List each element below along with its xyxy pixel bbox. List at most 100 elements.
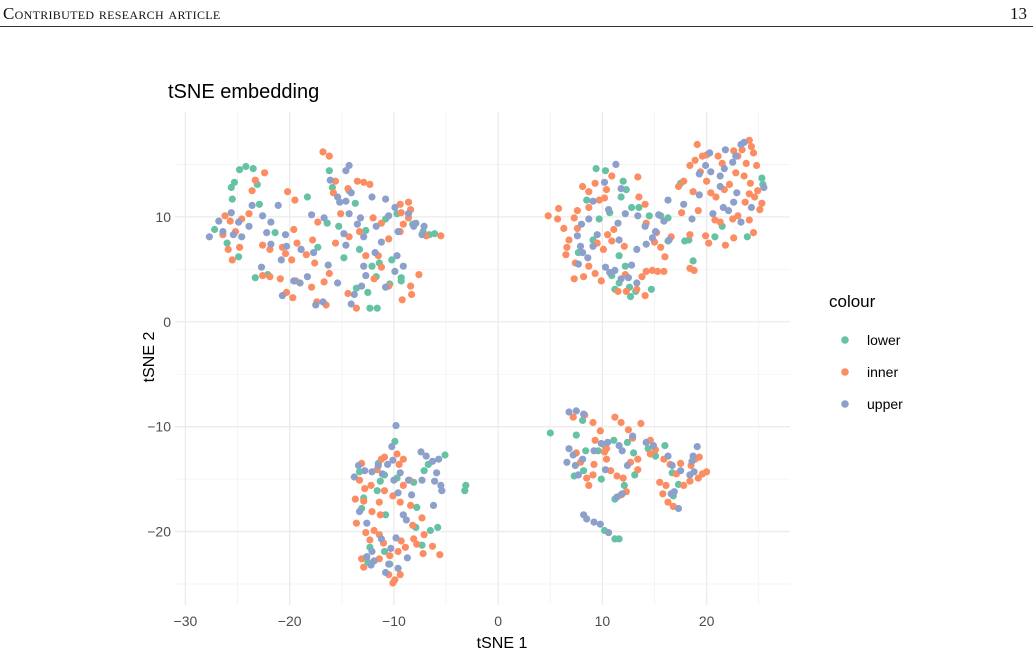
point-upper bbox=[340, 230, 348, 238]
point-inner bbox=[721, 241, 730, 249]
point-upper bbox=[308, 211, 316, 219]
point-inner bbox=[741, 198, 749, 206]
point-lower bbox=[368, 262, 376, 270]
legend-label-upper: upper bbox=[867, 396, 903, 412]
point-upper bbox=[422, 452, 430, 460]
point-upper bbox=[290, 277, 298, 285]
point-upper bbox=[579, 249, 587, 257]
point-upper bbox=[573, 232, 582, 240]
point-upper bbox=[360, 233, 368, 241]
point-lower bbox=[572, 431, 580, 439]
point-inner bbox=[620, 242, 628, 250]
point-inner bbox=[570, 275, 578, 283]
point-inner bbox=[399, 220, 407, 228]
point-upper bbox=[404, 476, 413, 484]
point-inner bbox=[569, 413, 577, 421]
point-upper bbox=[641, 222, 649, 230]
point-lower bbox=[380, 547, 389, 556]
point-upper bbox=[597, 439, 605, 448]
point-upper bbox=[634, 212, 642, 220]
point-upper bbox=[368, 468, 376, 476]
point-upper bbox=[428, 457, 437, 465]
chart-title: tSNE embedding bbox=[168, 81, 319, 103]
point-inner bbox=[678, 209, 686, 217]
point-upper bbox=[689, 452, 697, 460]
point-inner bbox=[614, 287, 622, 295]
point-inner bbox=[597, 277, 605, 285]
point-upper bbox=[394, 228, 402, 236]
point-inner bbox=[415, 271, 423, 279]
point-inner bbox=[399, 481, 407, 489]
point-inner bbox=[419, 550, 427, 558]
point-inner bbox=[634, 173, 642, 181]
point-inner bbox=[352, 519, 360, 527]
point-inner bbox=[560, 224, 568, 232]
point-upper bbox=[367, 561, 375, 569]
point-inner bbox=[407, 501, 415, 509]
point-upper bbox=[579, 455, 587, 463]
point-inner bbox=[428, 542, 437, 550]
point-inner bbox=[408, 290, 416, 299]
point-inner bbox=[394, 547, 402, 556]
point-upper bbox=[688, 215, 696, 223]
point-upper bbox=[382, 568, 390, 577]
point-inner bbox=[319, 148, 327, 156]
point-inner bbox=[367, 481, 375, 489]
point-upper bbox=[664, 452, 672, 460]
point-inner bbox=[753, 161, 761, 170]
point-upper bbox=[361, 467, 369, 475]
point-inner bbox=[418, 514, 426, 522]
point-inner bbox=[725, 180, 734, 188]
point-upper bbox=[245, 222, 253, 230]
point-inner bbox=[436, 551, 444, 559]
point-inner bbox=[360, 497, 368, 505]
point-inner bbox=[337, 210, 345, 218]
point-inner bbox=[554, 215, 562, 223]
point-inner bbox=[686, 477, 694, 485]
point-inner bbox=[331, 239, 340, 247]
point-inner bbox=[610, 225, 618, 234]
point-inner bbox=[396, 498, 404, 506]
point-upper bbox=[642, 240, 650, 248]
point-upper bbox=[605, 206, 613, 214]
point-inner bbox=[604, 231, 612, 239]
point-lower bbox=[461, 487, 469, 495]
legend-label-lower: lower bbox=[867, 332, 901, 348]
point-upper bbox=[391, 203, 399, 212]
point-inner bbox=[659, 490, 667, 498]
point-inner bbox=[589, 471, 597, 479]
point-lower bbox=[615, 535, 623, 543]
point-inner bbox=[734, 212, 742, 220]
point-upper bbox=[320, 214, 328, 222]
point-lower bbox=[645, 212, 653, 220]
point-upper bbox=[334, 279, 342, 287]
point-upper bbox=[617, 275, 625, 283]
point-inner bbox=[633, 285, 641, 293]
point-upper bbox=[668, 461, 676, 470]
point-upper bbox=[740, 138, 748, 146]
point-inner bbox=[413, 540, 421, 548]
point-upper bbox=[347, 300, 355, 308]
point-upper bbox=[571, 461, 579, 470]
point-upper bbox=[583, 515, 591, 523]
point-inner bbox=[293, 239, 301, 247]
point-inner bbox=[686, 161, 694, 170]
point-upper bbox=[362, 272, 370, 280]
point-upper bbox=[312, 301, 320, 309]
point-upper bbox=[601, 263, 610, 271]
point-inner bbox=[565, 236, 573, 244]
point-inner bbox=[245, 210, 253, 218]
point-lower bbox=[619, 177, 627, 185]
point-inner bbox=[221, 212, 229, 220]
point-inner bbox=[596, 427, 604, 435]
point-upper bbox=[648, 234, 657, 242]
point-upper bbox=[580, 410, 588, 418]
point-inner bbox=[585, 188, 593, 196]
point-upper bbox=[263, 229, 271, 237]
point-inner bbox=[754, 187, 762, 195]
y-tick-label: 0 bbox=[163, 314, 171, 330]
point-lower bbox=[597, 475, 605, 483]
point-upper bbox=[377, 535, 385, 543]
point-upper bbox=[576, 242, 585, 250]
point-upper bbox=[391, 267, 399, 275]
